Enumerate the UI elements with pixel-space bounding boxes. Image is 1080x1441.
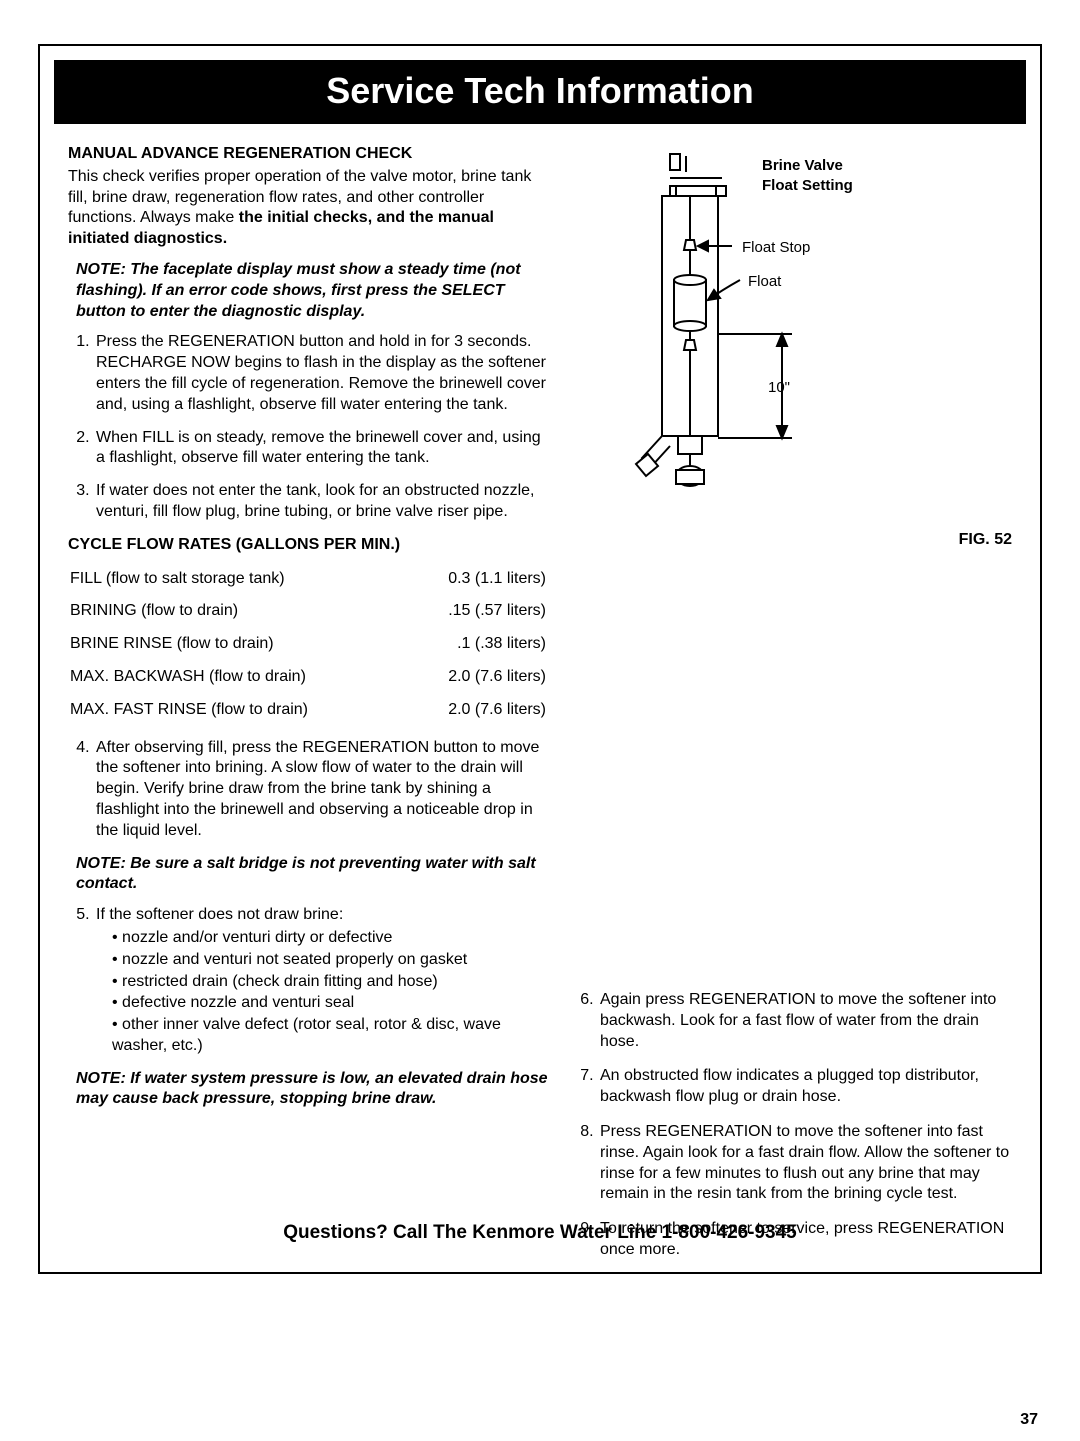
manual-advance-heading: MANUAL ADVANCE REGENERATION CHECK — [68, 144, 548, 165]
bullet: nozzle and/or venturi dirty or defective — [112, 928, 548, 949]
note-faceplate: NOTE: The faceplate display must show a … — [76, 260, 548, 322]
step-5-list: If the softener does not draw brine: noz… — [68, 905, 548, 1057]
page-number: 37 — [1020, 1411, 1038, 1429]
steps-4-5: After observing fill, press the REGENERA… — [68, 738, 548, 842]
figure-caption: FIG. 52 — [959, 530, 1012, 551]
step-5: If the softener does not draw brine: noz… — [94, 905, 548, 1057]
note-salt-bridge: NOTE: Be sure a salt bridge is not preve… — [76, 854, 548, 896]
left-column: MANUAL ADVANCE REGENERATION CHECK This c… — [68, 144, 548, 1275]
bullet: restricted drain (check drain fitting an… — [112, 972, 548, 993]
rate-value: 2.0 (7.6 liters) — [408, 662, 546, 693]
brine-valve-svg — [612, 150, 872, 520]
step-5-intro: If the softener does not draw brine: — [96, 906, 343, 923]
steps-6-9: Again press REGENERATION to move the sof… — [572, 990, 1012, 1261]
bullet: nozzle and venturi not seated properly o… — [112, 950, 548, 971]
step-7: An obstructed flow indicates a plugged t… — [598, 1066, 1012, 1108]
rate-value: .1 (.38 liters) — [408, 629, 546, 660]
rate-value: 2.0 (7.6 liters) — [408, 695, 546, 726]
table-row: MAX. BACKWASH (flow to drain)2.0 (7.6 li… — [70, 662, 546, 693]
rates-heading: CYCLE FLOW RATES (GALLONS PER MIN.) — [68, 535, 548, 556]
bullet: other inner valve defect (rotor seal, ro… — [112, 1015, 548, 1057]
footer-helpline: Questions? Call The Kenmore Water Line 1… — [40, 1222, 1040, 1244]
note-back-pressure: NOTE: If water system pressure is low, a… — [76, 1069, 548, 1111]
flow-rates-table: FILL (flow to salt storage tank)0.3 (1.1… — [68, 562, 548, 728]
step-4: After observing fill, press the REGENERA… — [94, 738, 548, 842]
step-2: When FILL is on steady, remove the brine… — [94, 428, 548, 470]
step-6: Again press REGENERATION to move the sof… — [598, 990, 1012, 1052]
step-1: Press the REGENERATION button and hold i… — [94, 332, 548, 415]
table-row: BRINING (flow to drain).15 (.57 liters) — [70, 596, 546, 627]
dimension-label: 10" — [768, 378, 790, 398]
steps-1-3: Press the REGENERATION button and hold i… — [68, 332, 548, 522]
diagram-title: Brine Valve Float Setting — [762, 156, 853, 195]
rate-label: MAX. FAST RINSE (flow to drain) — [70, 695, 406, 726]
rate-value: .15 (.57 liters) — [408, 596, 546, 627]
rate-label: MAX. BACKWASH (flow to drain) — [70, 662, 406, 693]
rate-label: BRINING (flow to drain) — [70, 596, 406, 627]
page-frame: Service Tech Information MANUAL ADVANCE … — [38, 44, 1042, 1274]
rate-label: FILL (flow to salt storage tank) — [70, 564, 406, 595]
table-row: BRINE RINSE (flow to drain).1 (.38 liter… — [70, 629, 546, 660]
steps-6-9-wrap: Again press REGENERATION to move the sof… — [572, 990, 1012, 1261]
content-columns: MANUAL ADVANCE REGENERATION CHECK This c… — [40, 124, 1040, 1295]
rate-value: 0.3 (1.1 liters) — [408, 564, 546, 595]
bullet: defective nozzle and venturi seal — [112, 993, 548, 1014]
intro-paragraph: This check verifies proper operation of … — [68, 167, 548, 250]
table-row: FILL (flow to salt storage tank)0.3 (1.1… — [70, 564, 546, 595]
float-stop-label: Float Stop — [742, 238, 810, 258]
right-column: Brine Valve Float Setting Float Stop Flo… — [572, 144, 1012, 1275]
rate-label: BRINE RINSE (flow to drain) — [70, 629, 406, 660]
table-row: MAX. FAST RINSE (flow to drain)2.0 (7.6 … — [70, 695, 546, 726]
step-8: Press REGENERATION to move the softener … — [598, 1122, 1012, 1205]
brine-valve-diagram: Brine Valve Float Setting Float Stop Flo… — [612, 150, 1012, 550]
page-title: Service Tech Information — [54, 60, 1026, 124]
float-label: Float — [748, 272, 781, 292]
step-5-bullets: nozzle and/or venturi dirty or defective… — [96, 928, 548, 1057]
step-3: If water does not enter the tank, look f… — [94, 481, 548, 523]
